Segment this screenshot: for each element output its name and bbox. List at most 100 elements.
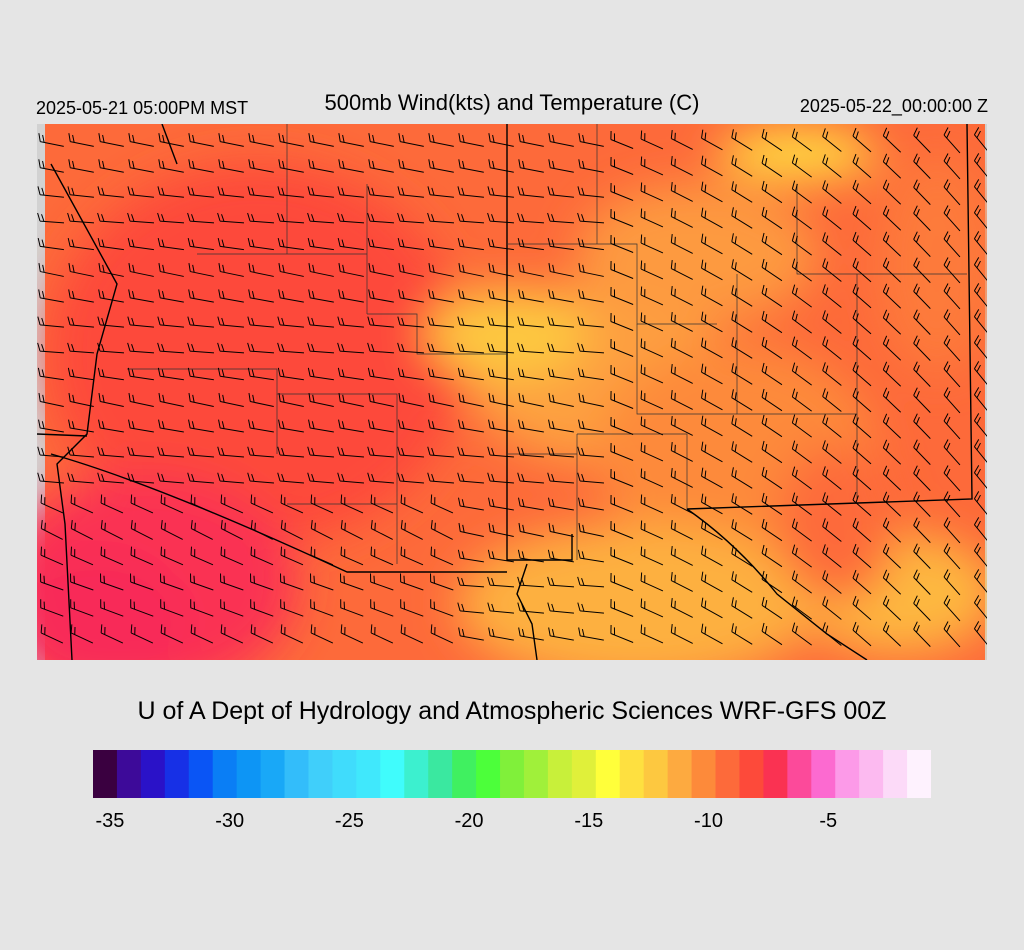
- wind-barb: [943, 205, 961, 232]
- wind-barb: [913, 465, 931, 491]
- wind-barb: [458, 392, 484, 407]
- wind-barb: [761, 388, 783, 412]
- wind-barb: [248, 159, 274, 173]
- wind-barb: [547, 367, 574, 381]
- wind-barb: [278, 419, 304, 433]
- wind-barb: [731, 519, 753, 541]
- wind-barb: [428, 289, 454, 303]
- wind-barb: [517, 472, 545, 484]
- wind-barb: [578, 419, 604, 433]
- wind-barb: [427, 316, 454, 328]
- wind-barb: [277, 186, 304, 198]
- wind-barb: [278, 159, 304, 173]
- wind-barb: [397, 212, 425, 224]
- wind-barb: [852, 517, 872, 543]
- wind-barb: [98, 263, 124, 277]
- wind-barb: [731, 415, 753, 437]
- colorbar-swatch: [308, 750, 333, 798]
- wind-barb: [70, 494, 94, 514]
- wind-barb: [250, 573, 274, 591]
- wind-barb: [852, 361, 872, 387]
- wind-barb: [973, 361, 987, 388]
- wind-barb: [761, 128, 783, 152]
- wind-barb: [822, 284, 842, 308]
- wind-barb: [913, 127, 931, 153]
- wind-barb: [517, 186, 544, 198]
- wind-barb: [247, 472, 275, 484]
- wind-barb: [67, 316, 94, 328]
- wind-barb: [487, 446, 514, 458]
- wind-barb: [701, 181, 723, 203]
- wind-barb: [367, 212, 395, 224]
- colorbar-swatch: [811, 750, 836, 798]
- wind-barb: [100, 599, 124, 617]
- wind-barb: [640, 338, 664, 358]
- wind-barb: [578, 263, 604, 277]
- wind-barb: [337, 212, 365, 224]
- wind-barb: [400, 599, 424, 617]
- wind-barb: [518, 289, 544, 303]
- wind-barb: [517, 446, 544, 458]
- wind-barb: [913, 153, 931, 179]
- wind-barb: [578, 522, 604, 537]
- wind-barb: [397, 472, 425, 484]
- wind-barb: [130, 546, 154, 566]
- wind-barb: [68, 263, 94, 277]
- wind-barb: [791, 336, 812, 360]
- wind-barb: [547, 342, 575, 354]
- wind-barb: [70, 520, 93, 540]
- wind-barb: [487, 212, 515, 224]
- wind-barb: [943, 439, 961, 466]
- wind-barb: [882, 179, 902, 205]
- wind-barb: [218, 289, 244, 303]
- wind-barb: [943, 127, 961, 154]
- wind-barb: [97, 472, 125, 484]
- wind-barb: [218, 263, 244, 277]
- wind-barb: [130, 573, 154, 591]
- wind-barb: [913, 569, 931, 595]
- wind-barb: [701, 363, 723, 385]
- wind-barb: [761, 362, 783, 386]
- wind-barb: [670, 312, 693, 332]
- wind-barb: [882, 231, 902, 257]
- wind-barb: [943, 387, 961, 414]
- wind-barb: [852, 153, 872, 179]
- wind-barb: [248, 419, 274, 433]
- wind-barb: [220, 624, 244, 644]
- wind-barb: [130, 624, 154, 644]
- wind-barb: [398, 159, 424, 173]
- wind-barb: [943, 413, 961, 440]
- wind-barb: [670, 234, 693, 254]
- wind-barb: [428, 133, 454, 147]
- wind-barb: [943, 361, 961, 388]
- wind-barb: [822, 336, 842, 360]
- wind-barb: [488, 419, 514, 433]
- wind-barb: [547, 186, 574, 198]
- wind-barb: [40, 520, 63, 540]
- wind-barb: [761, 518, 783, 542]
- wind-barb: [40, 573, 64, 591]
- wind-barb: [247, 446, 274, 458]
- wind-barb: [973, 387, 987, 414]
- credit-footer: U of A Dept of Hydrology and Atmospheric…: [137, 697, 887, 725]
- wind-barb: [973, 335, 987, 362]
- wind-barb: [882, 517, 902, 543]
- wind-barb: [367, 472, 395, 484]
- wind-barb: [517, 367, 544, 381]
- wind-barb: [67, 237, 94, 251]
- wind-barb: [400, 624, 424, 644]
- wind-barb: [337, 367, 364, 381]
- wind-barb: [761, 414, 783, 438]
- colorbar-swatch: [404, 750, 429, 798]
- wind-barb: [487, 316, 514, 328]
- wind-barb: [610, 468, 634, 487]
- wind-barb: [68, 289, 94, 303]
- wind-barb: [731, 207, 753, 229]
- wind-barb: [791, 206, 812, 230]
- wind-barb: [488, 392, 514, 407]
- wind-barb: [397, 316, 424, 328]
- wind-barb: [487, 549, 514, 563]
- wind-barb: [220, 546, 244, 566]
- wind-barb: [128, 133, 154, 147]
- wind-barb: [278, 263, 304, 277]
